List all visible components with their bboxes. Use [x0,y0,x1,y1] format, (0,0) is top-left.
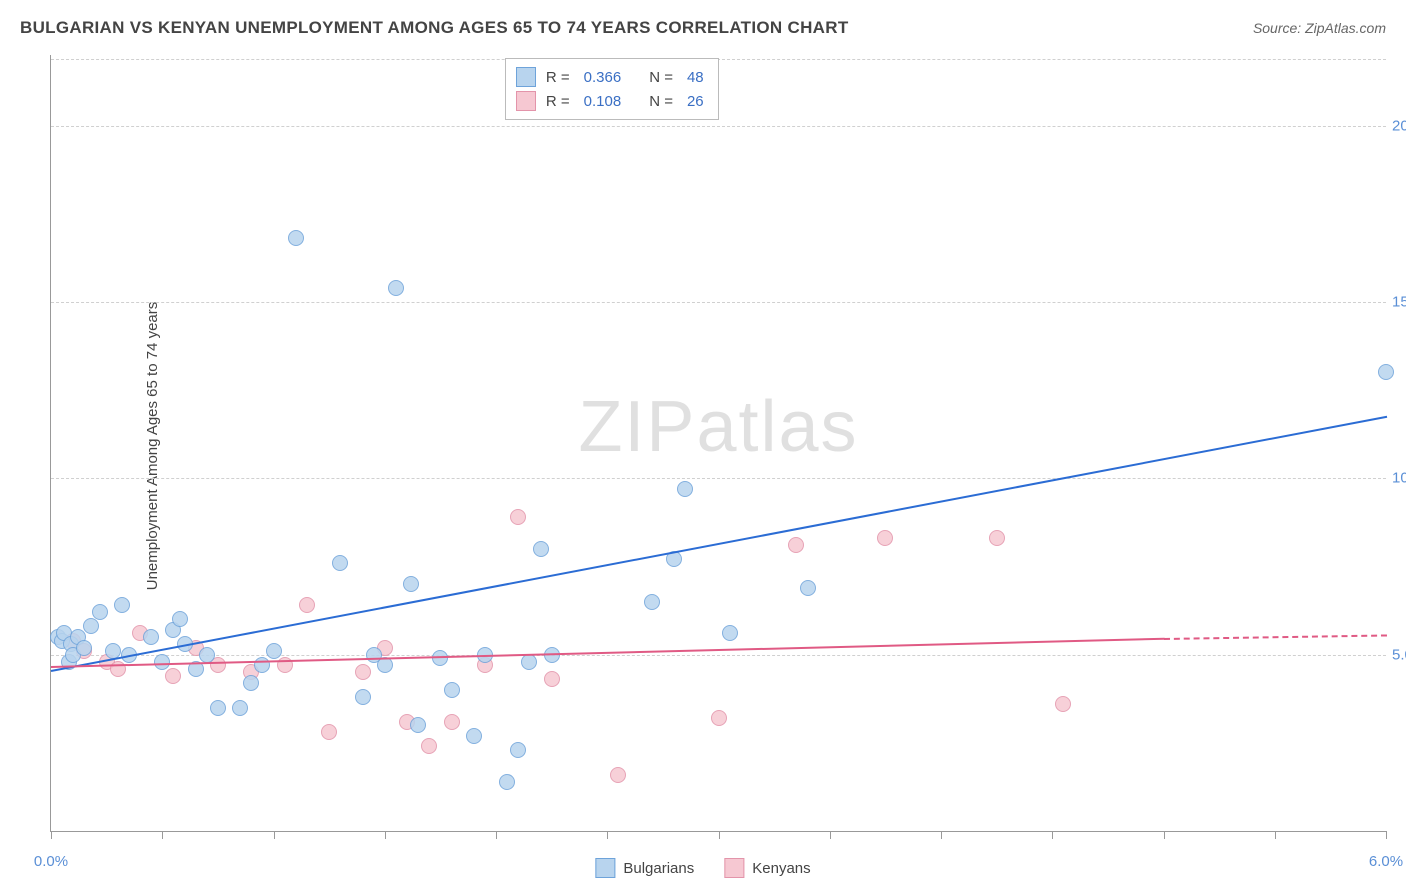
stat-n-value: 48 [687,69,704,86]
data-point-bulgarians [76,640,92,656]
data-point-bulgarians [266,643,282,659]
data-point-bulgarians [154,654,170,670]
watermark-zip: ZIP [578,387,696,467]
y-tick-label: 15.0% [1386,293,1406,310]
watermark-atlas: atlas [696,387,858,467]
data-point-bulgarians [521,654,537,670]
x-tick [607,831,608,839]
x-tick [830,831,831,839]
data-point-kenyans [110,661,126,677]
swatch-bulgarians [595,858,615,878]
x-tick-label-right: 6.0% [1369,831,1403,870]
data-point-bulgarians [644,594,660,610]
data-point-bulgarians [114,597,130,613]
data-point-bulgarians [143,629,159,645]
data-point-bulgarians [466,728,482,744]
stat-r-label: R = [546,69,570,86]
data-point-bulgarians [677,481,693,497]
gridline [51,478,1386,479]
y-tick-label: 10.0% [1386,470,1406,487]
regression-line [51,638,1164,668]
x-tick [941,831,942,839]
x-tick [1275,831,1276,839]
data-point-bulgarians [355,689,371,705]
legend-item-bulgarians: Bulgarians [595,858,694,878]
data-point-bulgarians [510,742,526,758]
watermark: ZIPatlas [578,386,858,468]
data-point-kenyans [321,724,337,740]
gridline [51,126,1386,127]
x-tick-label-left: 0.0% [34,831,68,870]
data-point-bulgarians [232,700,248,716]
data-point-bulgarians [800,580,816,596]
legend-label-bulgarians: Bulgarians [623,860,694,877]
data-point-kenyans [788,537,804,553]
chart-title: BULGARIAN VS KENYAN UNEMPLOYMENT AMONG A… [20,18,849,38]
stat-n-label: N = [649,93,673,110]
gridline [51,655,1386,656]
data-point-bulgarians [722,625,738,641]
chart-header: BULGARIAN VS KENYAN UNEMPLOYMENT AMONG A… [20,18,1386,38]
stat-r-label: R = [546,93,570,110]
regression-line-dashed [1164,634,1387,640]
legend-item-kenyans: Kenyans [724,858,810,878]
data-point-bulgarians [199,647,215,663]
chart-area: ZIPatlas 5.0%10.0%15.0%20.0%0.0%6.0%R =0… [50,55,1386,832]
data-point-bulgarians [533,541,549,557]
stat-r-value: 0.366 [584,69,622,86]
data-point-bulgarians [92,604,108,620]
data-point-kenyans [355,664,371,680]
data-point-bulgarians [172,611,188,627]
data-point-bulgarians [410,717,426,733]
y-tick-label: 20.0% [1386,117,1406,134]
data-point-kenyans [544,671,560,687]
data-point-bulgarians [83,618,99,634]
source-prefix: Source: [1253,20,1305,36]
legend-label-kenyans: Kenyans [752,860,810,877]
data-point-kenyans [444,714,460,730]
x-tick [719,831,720,839]
plot-region: ZIPatlas 5.0%10.0%15.0%20.0%0.0%6.0%R =0… [50,55,1386,832]
data-point-bulgarians [243,675,259,691]
x-tick [162,831,163,839]
y-tick-label: 5.0% [1386,646,1406,663]
x-tick [274,831,275,839]
stat-n-value: 26 [687,93,704,110]
series-legend: Bulgarians Kenyans [595,858,810,878]
data-point-kenyans [1055,696,1071,712]
stats-swatch [516,67,536,87]
x-tick [1052,831,1053,839]
data-point-kenyans [989,530,1005,546]
data-point-kenyans [711,710,727,726]
data-point-kenyans [610,767,626,783]
data-point-bulgarians [388,280,404,296]
stat-r-value: 0.108 [584,93,622,110]
data-point-kenyans [421,738,437,754]
data-point-kenyans [165,668,181,684]
data-point-bulgarians [210,700,226,716]
gridline [51,302,1386,303]
data-point-bulgarians [444,682,460,698]
stat-n-label: N = [649,69,673,86]
data-point-bulgarians [332,555,348,571]
stats-row-bulgarians: R = 0.366 N = 48 [516,65,708,89]
stats-swatch [516,91,536,111]
stats-row-kenyans: R = 0.108 N = 26 [516,89,708,113]
stats-legend: R = 0.366 N = 48 R = 0.108 N = 26 [505,58,719,120]
source-name: ZipAtlas.com [1305,20,1386,36]
data-point-bulgarians [403,576,419,592]
swatch-kenyans [724,858,744,878]
data-point-bulgarians [499,774,515,790]
data-point-kenyans [510,509,526,525]
data-point-bulgarians [288,230,304,246]
data-point-kenyans [877,530,893,546]
source-attribution: Source: ZipAtlas.com [1253,20,1386,36]
x-tick [385,831,386,839]
regression-line [51,415,1387,671]
data-point-kenyans [299,597,315,613]
data-point-bulgarians [1378,364,1394,380]
x-tick [496,831,497,839]
x-tick [1164,831,1165,839]
